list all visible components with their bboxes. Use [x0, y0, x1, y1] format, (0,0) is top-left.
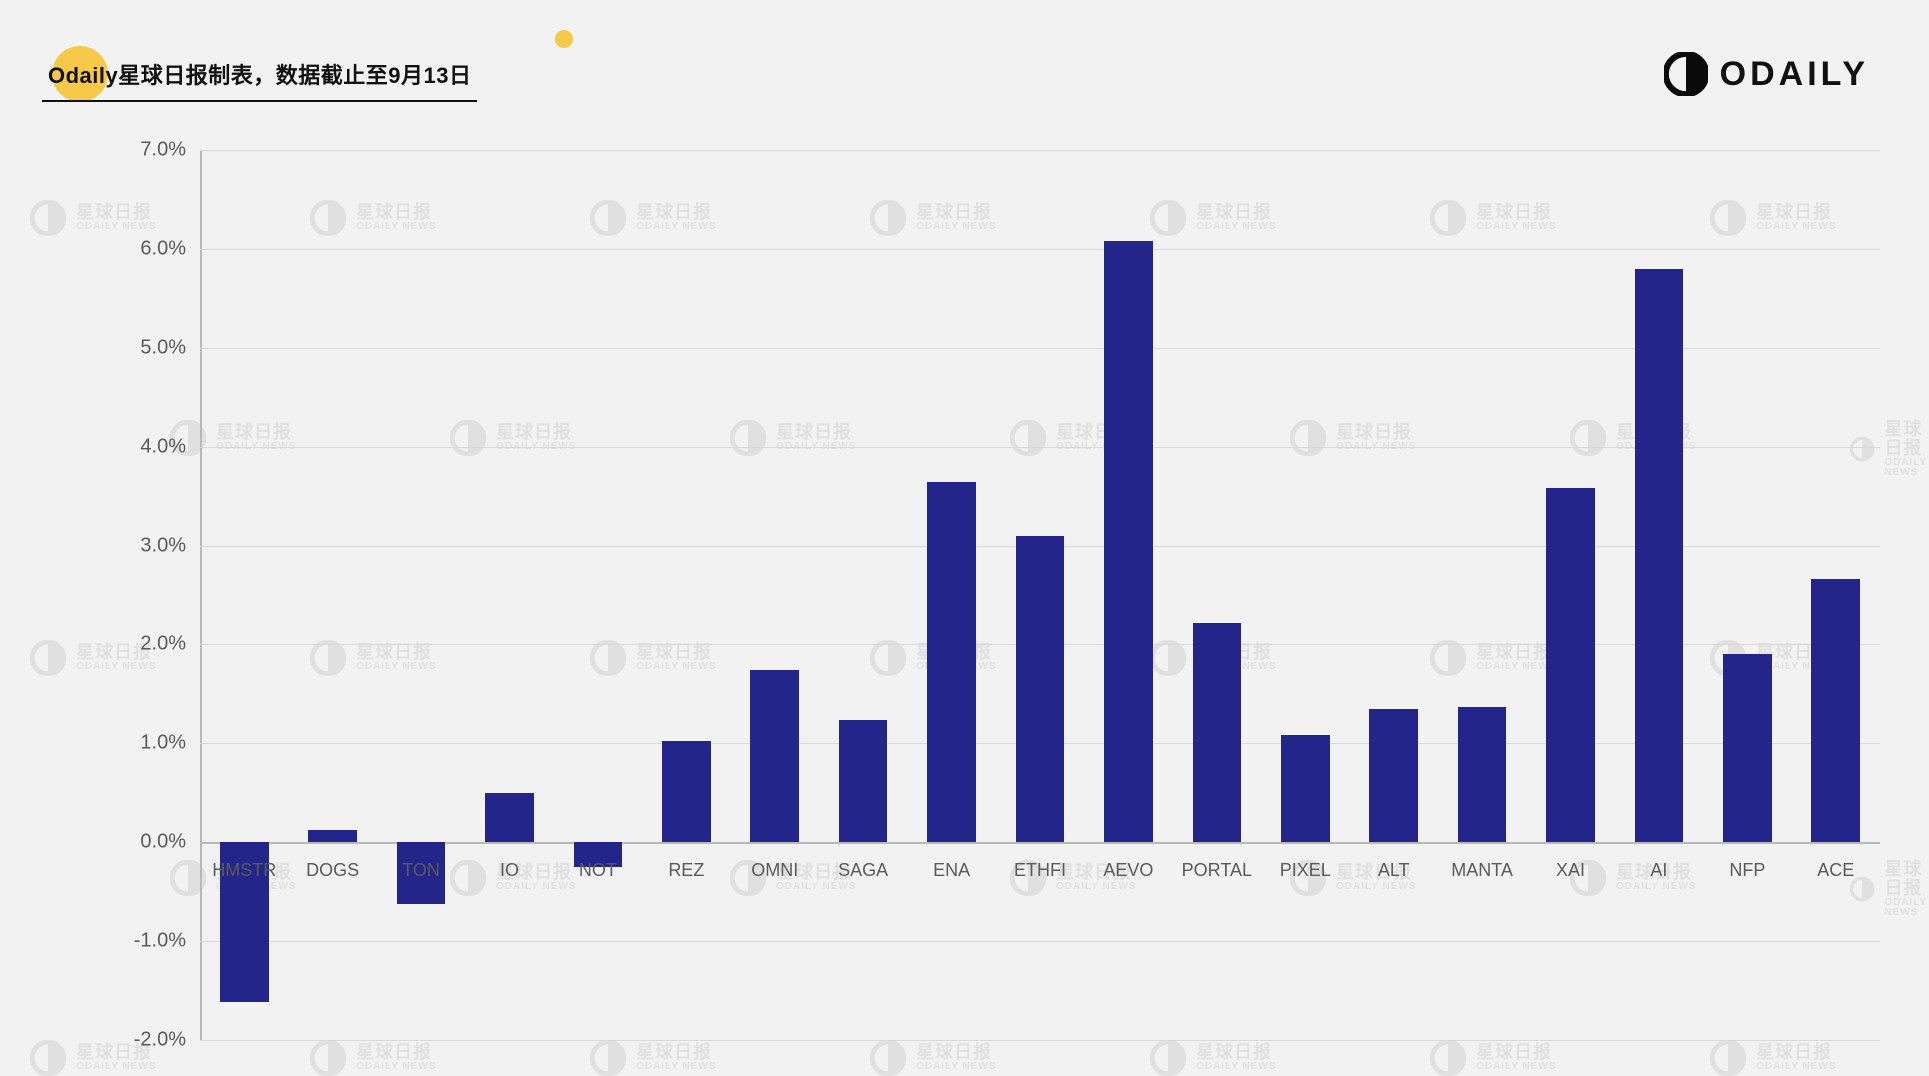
- x-tick-label: AI: [1650, 860, 1667, 881]
- y-tick-label: -2.0%: [134, 1029, 200, 1052]
- x-tick-label: TON: [402, 860, 440, 881]
- chart-container: -2.0%-1.0%0.0%1.0%2.0%3.0%4.0%5.0%6.0%7.…: [0, 0, 1929, 1045]
- y-tick-label: 0.0%: [140, 831, 200, 854]
- chart-title: Odaily星球日报制表，数据截止至9月13日: [42, 54, 477, 102]
- x-tick-label: DOGS: [306, 860, 359, 881]
- x-tick-label: MANTA: [1451, 860, 1513, 881]
- y-axis-line: [200, 150, 202, 1040]
- bar-chart: -2.0%-1.0%0.0%1.0%2.0%3.0%4.0%5.0%6.0%7.…: [200, 150, 1880, 1040]
- x-tick-label: PIXEL: [1280, 860, 1331, 881]
- gridline: [200, 249, 1880, 250]
- x-tick-label: HMSTR: [212, 860, 276, 881]
- y-tick-label: 7.0%: [140, 139, 200, 162]
- bar: [485, 793, 534, 842]
- x-tick-label: OMNI: [751, 860, 798, 881]
- gridline: [200, 1040, 1880, 1041]
- bar: [662, 741, 711, 842]
- x-axis-line: [200, 842, 1880, 844]
- bar: [1811, 579, 1860, 842]
- y-tick-label: 2.0%: [140, 633, 200, 656]
- bar: [1281, 735, 1330, 842]
- bar: [1458, 707, 1507, 842]
- x-tick-label: NFP: [1729, 860, 1765, 881]
- y-tick-label: 1.0%: [140, 732, 200, 755]
- x-tick-label: ETHFI: [1014, 860, 1066, 881]
- x-tick-label: REZ: [668, 860, 704, 881]
- watermark-item: 星球日报ODAILY NEWS: [870, 1040, 996, 1076]
- bar: [1546, 488, 1595, 842]
- y-tick-label: 4.0%: [140, 435, 200, 458]
- bar: [1723, 654, 1772, 842]
- y-tick-label: 5.0%: [140, 336, 200, 359]
- bar: [750, 670, 799, 842]
- x-tick-label: IO: [500, 860, 519, 881]
- watermark-item: 星球日报ODAILY NEWS: [590, 1040, 716, 1076]
- bar: [927, 482, 976, 842]
- chart-title-wrap: Odaily星球日报制表，数据截止至9月13日: [42, 54, 477, 102]
- gridline: [200, 150, 1880, 151]
- bar: [1016, 536, 1065, 843]
- watermark-item: 星球日报ODAILY NEWS: [1430, 1040, 1556, 1076]
- x-tick-label: AEVO: [1103, 860, 1153, 881]
- x-tick-label: ENA: [933, 860, 970, 881]
- x-tick-label: SAGA: [838, 860, 888, 881]
- x-tick-label: ACE: [1817, 860, 1854, 881]
- x-tick-label: PORTAL: [1182, 860, 1252, 881]
- watermark-item: 星球日报ODAILY NEWS: [1710, 1040, 1836, 1076]
- bar: [1369, 709, 1418, 843]
- y-tick-label: 6.0%: [140, 237, 200, 260]
- bar: [839, 720, 888, 843]
- watermark-item: 星球日报ODAILY NEWS: [1150, 1040, 1276, 1076]
- bar: [1635, 269, 1684, 843]
- x-tick-label: XAI: [1556, 860, 1585, 881]
- gridline: [200, 447, 1880, 448]
- bar: [308, 830, 357, 842]
- bar: [1104, 241, 1153, 842]
- bar: [1193, 623, 1242, 843]
- x-tick-label: ALT: [1378, 860, 1410, 881]
- gridline: [200, 941, 1880, 942]
- y-tick-label: -1.0%: [134, 930, 200, 953]
- watermark-item: 星球日报ODAILY NEWS: [310, 1040, 436, 1076]
- x-tick-label: NOT: [579, 860, 617, 881]
- gridline: [200, 348, 1880, 349]
- y-tick-label: 3.0%: [140, 534, 200, 557]
